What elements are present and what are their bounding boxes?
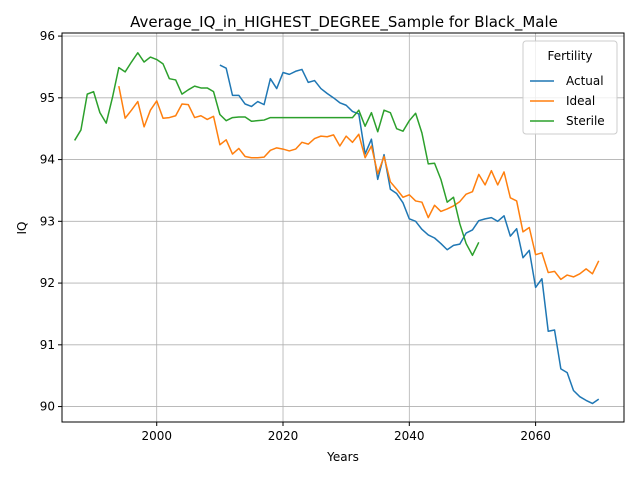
y-tick-label: 94 xyxy=(40,153,55,167)
x-tick-label: 2020 xyxy=(268,429,299,443)
y-axis-label: IQ xyxy=(15,222,29,235)
legend-box xyxy=(522,40,618,135)
x-tick-label: 2060 xyxy=(520,429,551,443)
legend-label-actual: Actual xyxy=(566,74,604,88)
legend-label-sterile: Sterile xyxy=(566,114,605,128)
x-axis-label: Years xyxy=(326,450,359,464)
series-line-ideal xyxy=(118,85,600,281)
series-line-actual xyxy=(219,64,600,405)
plot-frame xyxy=(61,32,625,423)
legend: Fertility Actual Ideal Sterile xyxy=(522,40,618,135)
y-tick-label: 90 xyxy=(40,400,55,414)
y-tick-label: 91 xyxy=(40,338,55,352)
y-tick-label: 93 xyxy=(40,214,55,228)
chart-title: Average_IQ_in_HIGHEST_DEGREE_Sample for … xyxy=(130,13,558,32)
y-tick-label: 92 xyxy=(40,276,55,290)
y-tick-label: 95 xyxy=(40,91,55,105)
x-tick-label: 2040 xyxy=(394,429,425,443)
x-axis-ticks: 2000 2020 2040 2060 xyxy=(141,422,551,443)
series-lines xyxy=(73,52,600,405)
legend-title: Fertility xyxy=(547,49,592,63)
y-axis-ticks: 90 91 92 93 94 95 96 xyxy=(40,29,62,414)
legend-label-ideal: Ideal xyxy=(566,94,595,108)
series-line-sterile xyxy=(73,52,480,257)
x-tick-label: 2000 xyxy=(141,429,172,443)
y-tick-label: 96 xyxy=(40,29,55,43)
legend-entries: Actual Ideal Sterile xyxy=(530,74,605,128)
